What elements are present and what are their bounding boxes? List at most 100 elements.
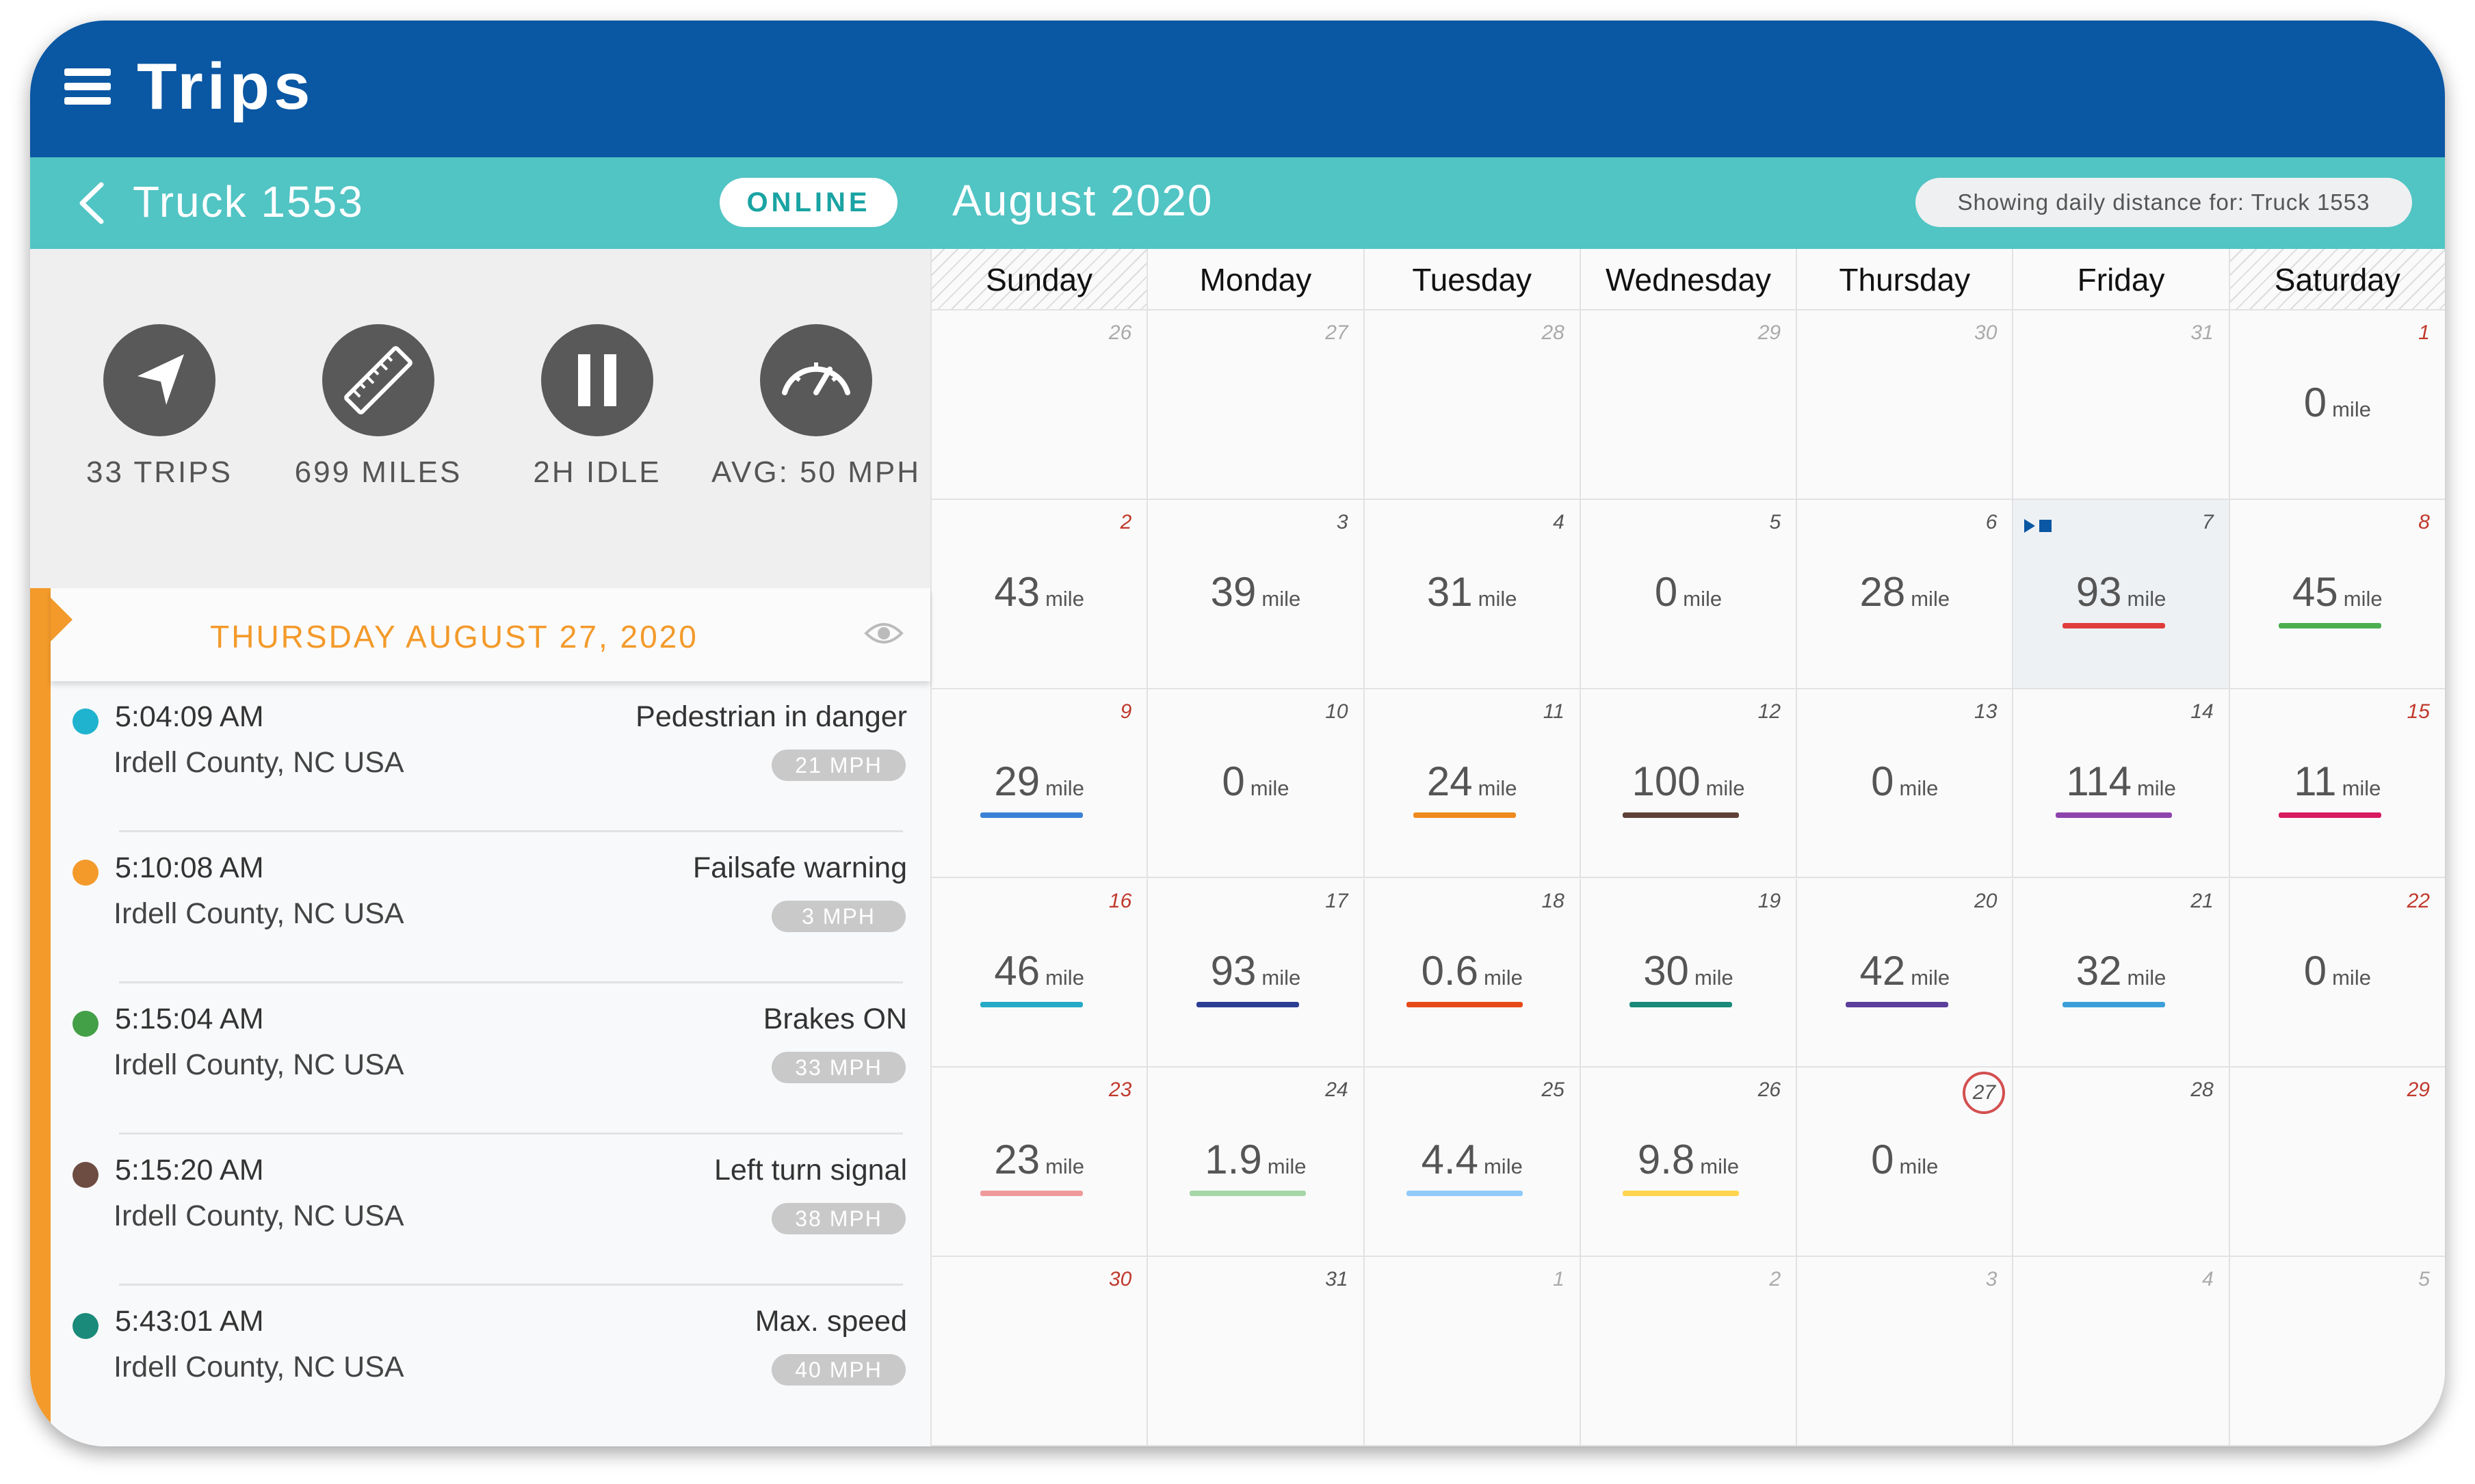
calendar-day-cell[interactable]: 15 11 mile	[2229, 689, 2445, 879]
calendar-day-cell[interactable]: 3 39 mile	[1148, 499, 1365, 689]
calendar-day-cell[interactable]: 22 0 mile	[2229, 878, 2445, 1068]
calendar-day-cell[interactable]: 19 30 mile	[1580, 878, 1798, 1068]
selected-day-header: THURSDAY AUGUST 27, 2020	[51, 588, 930, 681]
calendar-day-cell[interactable]: 12 100 mile	[1580, 689, 1798, 879]
distance-unit: mile	[2127, 965, 2166, 990]
event-item[interactable]: 5:15:20 AM Irdell County, NC USA Left turn…	[51, 1135, 930, 1286]
day-number: 28	[2190, 1078, 2214, 1102]
daily-distance: 0 mile	[2230, 379, 2445, 426]
event-speed-badge: 3 MPH	[772, 901, 906, 932]
calendar-day-cell[interactable]: 30	[932, 1257, 1149, 1446]
daily-distance: 32 mile	[2013, 947, 2228, 994]
calendar-day-cell[interactable]: 1 0 mile	[2229, 310, 2445, 500]
event-time: 5:04:09 AM	[115, 700, 264, 733]
calendar-day-cell[interactable]: 1	[1364, 1257, 1581, 1446]
event-item[interactable]: 5:10:08 AM Irdell County, NC USA Failsafe …	[51, 832, 930, 983]
event-item[interactable]: 5:15:04 AM Irdell County, NC USA Brakes ON…	[51, 983, 930, 1135]
calendar-day-cell[interactable]: 2	[1580, 1257, 1798, 1446]
calendar-day-cell[interactable]: 4 31 mile	[1364, 499, 1581, 689]
calendar-day-cell[interactable]: 26 9.8 mile	[1580, 1068, 1798, 1258]
calendar-day-cell[interactable]: 6 28 mile	[1797, 499, 2014, 689]
distance-color-bar	[2062, 1001, 2165, 1007]
vehicle-name: Truck 1553	[133, 177, 364, 226]
calendar-day-cell[interactable]: 5 0 mile	[1580, 499, 1798, 689]
chevron-left-icon[interactable]	[71, 179, 112, 227]
calendar-day-cell[interactable]: 27 0 mile	[1797, 1068, 2014, 1258]
day-number: 1	[2418, 321, 2430, 344]
calendar-day-cell[interactable]: 29	[2229, 1068, 2445, 1258]
weekday-header-wednesday: Wednesday	[1580, 249, 1798, 310]
hamburger-menu-icon[interactable]	[64, 68, 111, 105]
calendar-day-cell[interactable]: 30	[1797, 310, 2014, 500]
event-status-dot	[73, 1162, 99, 1188]
calendar-day-cell[interactable]: 16 46 mile	[932, 878, 1149, 1068]
calendar-day-cell[interactable]: 18 0.6 mile	[1364, 878, 1581, 1068]
distance-value: 0	[2303, 947, 2327, 994]
event-speed-badge: 38 MPH	[772, 1203, 906, 1234]
stat-miles[interactable]: 699 MILES	[265, 324, 491, 490]
daily-distance: 29 mile	[932, 758, 1147, 805]
status-badge: ONLINE	[720, 178, 898, 227]
event-name: Max. speed	[755, 1305, 907, 1338]
event-item[interactable]: 5:43:01 AM Irdell County, NC USA Max. spee…	[51, 1286, 930, 1437]
daily-distance: 4.4 mile	[1365, 1136, 1580, 1183]
event-status-dot	[73, 860, 99, 886]
daily-distance: 0 mile	[1148, 758, 1363, 805]
stat-avg-speed[interactable]: AVG: 50 MPH	[703, 324, 929, 490]
event-item[interactable]: 5:04:09 AM Irdell County, NC USA Pedestria…	[51, 681, 930, 832]
daily-distance: 93 mile	[1148, 947, 1363, 994]
calendar-day-cell[interactable]: 28	[1364, 310, 1581, 500]
distance-value: 0	[1871, 1137, 1894, 1183]
calendar-day-cell[interactable]: 8 45 mile	[2229, 499, 2445, 689]
calendar-day-cell[interactable]: 2 43 mile	[932, 499, 1149, 689]
distance-value: 45	[2292, 568, 2338, 615]
calendar-day-cell[interactable]: 4	[2013, 1257, 2230, 1446]
calendar-day-cell[interactable]: 31	[2013, 310, 2230, 500]
distance-unit: mile	[1045, 965, 1084, 990]
daily-distance: 0 mile	[1797, 758, 2012, 805]
calendar-day-cell[interactable]: 25 4.4 mile	[1364, 1068, 1581, 1258]
distance-color-bar	[1196, 1001, 1300, 1007]
event-name: Pedestrian in danger	[636, 700, 907, 733]
calendar-day-cell[interactable]: 11 24 mile	[1364, 689, 1581, 879]
day-number: 7	[2202, 510, 2214, 533]
calendar-day-cell[interactable]: 23 23 mile	[932, 1068, 1149, 1258]
distance-color-bar	[980, 1191, 1084, 1197]
day-number: 2	[1769, 1268, 1781, 1291]
calendar-day-cell[interactable]: 29	[1580, 310, 1798, 500]
day-number: 21	[2190, 889, 2214, 912]
day-number: 1	[1553, 1268, 1564, 1291]
calendar-day-cell[interactable]: 14 114 mile	[2013, 689, 2230, 879]
calendar-day-cell[interactable]: 10 0 mile	[1148, 689, 1365, 879]
calendar-day-cell[interactable]: 9 29 mile	[932, 689, 1149, 879]
month-title: August 2020	[952, 176, 1214, 225]
event-time: 5:15:04 AM	[115, 1003, 264, 1035]
calendar-day-cell[interactable]: 20 42 mile	[1797, 878, 2014, 1068]
event-time: 5:10:08 AM	[115, 851, 264, 884]
daily-distance: 42 mile	[1797, 947, 2012, 994]
calendar-day-cell[interactable]: 27	[1148, 310, 1365, 500]
calendar-day-cell[interactable]: 5	[2229, 1257, 2445, 1446]
eye-icon[interactable]	[863, 620, 904, 647]
calendar-day-cell[interactable]: 31	[1148, 1257, 1365, 1446]
calendar-day-cell[interactable]: 26	[932, 310, 1149, 500]
calendar-day-cell[interactable]: 21 32 mile	[2013, 878, 2230, 1068]
daily-distance: 31 mile	[1365, 568, 1580, 615]
day-number: 31	[1325, 1268, 1348, 1291]
distance-unit: mile	[2343, 586, 2383, 611]
calendar-day-cell[interactable]: 3	[1797, 1257, 2014, 1446]
distance-value: 30	[1643, 947, 1689, 994]
daily-distance: 100 mile	[1581, 758, 1796, 805]
calendar-day-cell[interactable]: 13 0 mile	[1797, 689, 2014, 879]
event-name: Failsafe warning	[692, 851, 907, 884]
daily-distance: 24 mile	[1365, 758, 1580, 805]
day-number: 4	[2202, 1268, 2214, 1291]
calendar-day-cell[interactable]: 17 93 mile	[1148, 878, 1365, 1068]
distance-color-bar	[2055, 812, 2172, 818]
calendar-day-cell[interactable]: 28	[2013, 1068, 2230, 1258]
stat-trips[interactable]: 33 TRIPS	[47, 324, 272, 490]
distance-unit: mile	[1478, 776, 1517, 800]
calendar-day-cell[interactable]: 24 1.9 mile	[1148, 1068, 1365, 1258]
calendar-day-cell[interactable]: 7 93 mile	[2013, 499, 2230, 689]
stat-idle[interactable]: 2H IDLE	[484, 324, 710, 490]
